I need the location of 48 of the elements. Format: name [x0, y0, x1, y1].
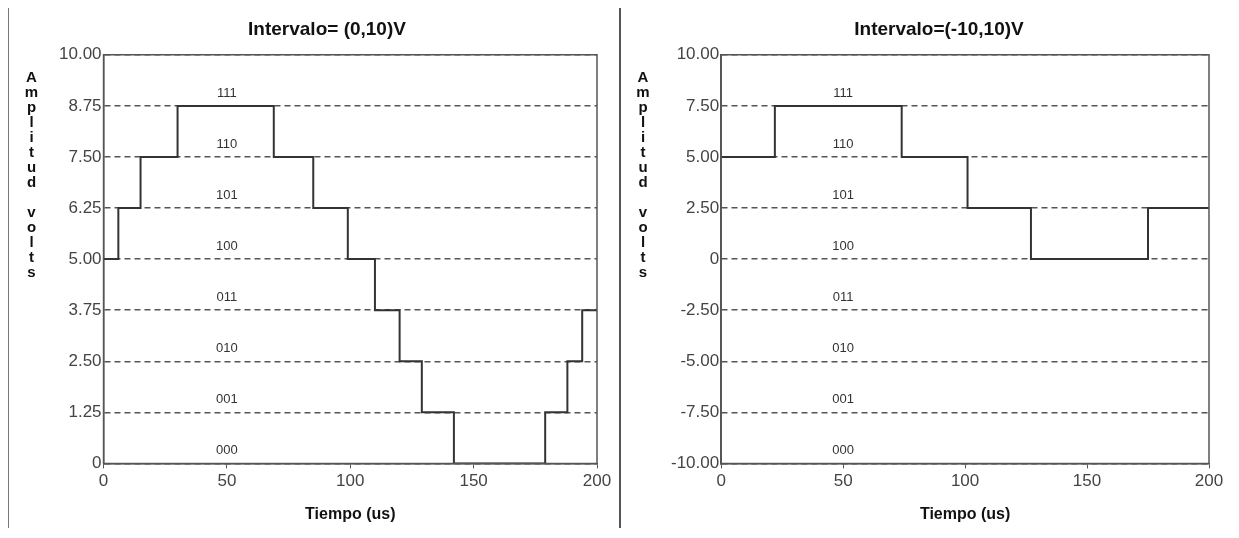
annotation: 001 — [216, 391, 238, 407]
y-tick-label: 8.75 — [68, 95, 102, 115]
y-tick-label: 1.25 — [68, 402, 102, 422]
y-tick-label: 6.25 — [68, 197, 102, 217]
y-tick-label: 2.50 — [685, 197, 719, 217]
x-tick-label: 50 — [217, 471, 237, 491]
annotation: 111 — [217, 84, 237, 100]
annotation: 000 — [216, 442, 238, 458]
annotation: 110 — [216, 136, 238, 152]
chart-title: Intervalo=(-10,10)V — [853, 17, 1024, 39]
annotation: 101 — [216, 187, 238, 203]
y-axis-title: Amplitud volts — [23, 68, 40, 278]
y-tick-label: 10.00 — [58, 44, 102, 64]
y-tick-label: 10.00 — [676, 44, 719, 64]
annotation: 100 — [216, 238, 238, 254]
x-axis-title: Tiempo (us) — [305, 504, 396, 522]
y-tick-label: 2.50 — [68, 350, 102, 370]
annotation: 010 — [216, 340, 238, 356]
y-tick-label: 5.00 — [68, 248, 102, 268]
x-axis-title: Tiempo (us) — [919, 504, 1010, 522]
x-tick-label: 200 — [1194, 471, 1223, 491]
y-tick-label: 0 — [709, 248, 719, 268]
x-tick-label: 100 — [950, 471, 979, 491]
annotation: 000 — [831, 442, 854, 458]
y-tick-label: -2.50 — [679, 299, 719, 319]
y-axis-title: Amplitud volts — [634, 68, 652, 278]
annotation: 001 — [831, 391, 854, 407]
x-tick-label: 150 — [1072, 471, 1101, 491]
x-tick-label: 150 — [459, 471, 488, 491]
y-tick-label: -10.00 — [670, 453, 719, 473]
x-tick-label: 50 — [833, 471, 853, 491]
y-tick-label: 3.75 — [68, 299, 102, 319]
y-tick-label: -7.50 — [679, 402, 719, 422]
annotation: 100 — [831, 238, 854, 254]
annotation: 111 — [832, 84, 853, 100]
x-tick-label: 200 — [582, 471, 612, 491]
annotation: 110 — [832, 136, 854, 152]
y-tick-label: -5.00 — [679, 350, 719, 370]
y-tick-label: 7.50 — [68, 146, 102, 166]
chart-title: Intervalo= (0,10)V — [248, 17, 407, 39]
y-tick-label: 5.00 — [685, 146, 719, 166]
annotation: 101 — [831, 187, 854, 203]
y-tick-label: 0 — [92, 453, 102, 473]
y-tick-label: 7.50 — [685, 95, 719, 115]
annotation: 011 — [216, 289, 238, 305]
x-tick-label: 100 — [336, 471, 365, 491]
annotation: 011 — [832, 289, 854, 305]
annotation: 010 — [831, 340, 854, 356]
